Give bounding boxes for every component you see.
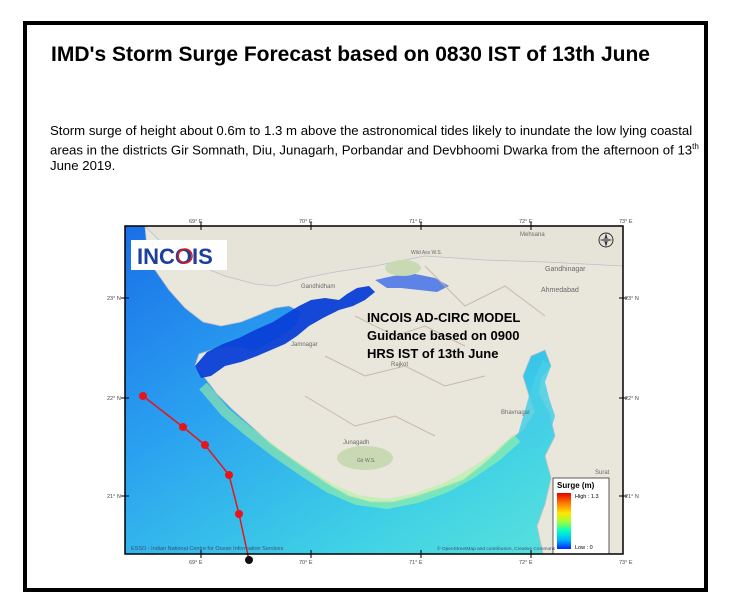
lat-tick-right: 21° N (625, 494, 639, 500)
lon-tick-top: 73° E (619, 219, 633, 225)
lat-tick-left: 23° N (107, 296, 121, 302)
road-2 (304, 395, 436, 437)
place-label: Jamnagar (291, 342, 318, 348)
forecast-panel: IMD's Storm Surge Forecast based on 0830… (23, 21, 708, 592)
description-text: Storm surge of height about 0.6m to 1.3 … (50, 123, 693, 158)
lon-tick-bottom: 72° E (519, 560, 533, 566)
legend-high-label: High : 1.3 (575, 494, 599, 500)
legend-low-label: Low : 0 (575, 545, 593, 551)
track-point-current (245, 556, 253, 564)
lon-tick-top: 70° E (299, 219, 313, 225)
wildlife-sanctuary (385, 260, 421, 276)
track-point (201, 441, 209, 449)
model-label-line: INCOIS AD-CIRC MODEL (367, 310, 520, 325)
lon-tick-top: 71° E (409, 219, 423, 225)
model-label-line: Guidance based on 0900 (367, 328, 519, 343)
gir-forest (337, 446, 393, 470)
model-label-line: HRS IST of 13th June (367, 346, 498, 361)
lat-tick-right: 23° N (625, 296, 639, 302)
place-label: Gandhidham (301, 284, 335, 290)
track-point (179, 423, 187, 431)
legend-title: Surge (m) (557, 481, 595, 490)
description-superscript: th (692, 142, 699, 151)
graticule-ticks (121, 222, 627, 558)
place-label: Surat (595, 470, 610, 476)
surge-gulf-of-kutch (195, 286, 375, 378)
lat-tick-left: 22° N (107, 396, 121, 402)
track-point (235, 510, 243, 518)
place-label: Wild Ass W.S. (411, 250, 442, 256)
map-svg: Mehsana Gandhinagar Ahmedabad Bhavnagar … (103, 196, 639, 576)
place-label: Ahmedabad (541, 287, 579, 294)
road-4 (354, 315, 466, 347)
cyclone-track (142, 395, 250, 561)
lon-tick-bottom: 70° E (299, 560, 313, 566)
logo-swirl-icon (177, 248, 193, 264)
place-label: Gandhinagar (545, 266, 586, 273)
surge-wetland (375, 274, 449, 292)
track-point (225, 471, 233, 479)
lon-tick-bottom: 73° E (619, 560, 633, 566)
credit-left: ESSO - Indian National Centre for Ocean … (131, 546, 283, 552)
lon-tick-top: 69° E (189, 219, 203, 225)
lon-tick-bottom: 71° E (409, 560, 423, 566)
storm-surge-map: Mehsana Gandhinagar Ahmedabad Bhavnagar … (103, 196, 639, 576)
lat-tick-right: 22° N (625, 396, 639, 402)
place-label: Rajkot (391, 362, 408, 368)
place-label: Bhavnagar (501, 410, 530, 416)
road (324, 355, 486, 387)
place-label: Junagadh (343, 440, 369, 446)
forecast-description: Storm surge of height about 0.6m to 1.3 … (50, 123, 700, 174)
legend-colorbar (557, 493, 571, 549)
credit-right: © OpenStreetMap and contributors, Creati… (437, 545, 556, 552)
lat-tick-left: 21° N (107, 494, 121, 500)
road-3 (424, 265, 546, 317)
track-point (139, 392, 147, 400)
map-border (124, 225, 624, 555)
lon-tick-bottom: 69° E (189, 560, 203, 566)
gulf-of-khambhat (517, 360, 555, 448)
description-text-end: June 2019. (50, 158, 116, 174)
compass-icon (598, 232, 614, 248)
incois-logo: INCOIS (137, 244, 213, 269)
place-label: Mehsana (520, 232, 545, 238)
incois-logo-box (131, 240, 227, 270)
lon-tick-top: 72° E (519, 219, 533, 225)
page-title: IMD's Storm Surge Forecast based on 0830… (51, 43, 650, 66)
coastal-surge-band (199, 382, 521, 510)
place-label: Gir W.S. (357, 458, 376, 464)
